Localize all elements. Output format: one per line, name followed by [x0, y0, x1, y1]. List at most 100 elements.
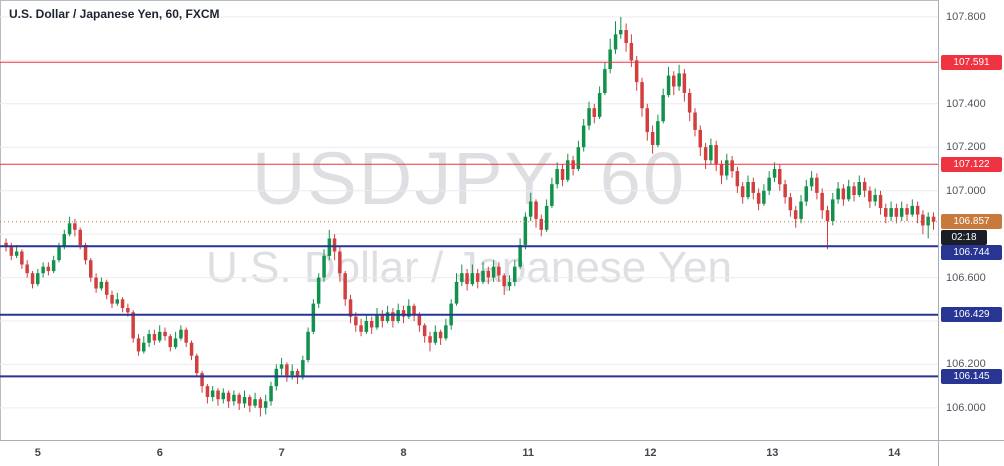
- symbol-legend-title[interactable]: U.S. Dollar / Japanese Yen, 60, FXCM: [9, 7, 220, 21]
- candle-body: [793, 210, 798, 219]
- candle-body: [778, 169, 782, 185]
- candle-body: [306, 331, 310, 360]
- candle-body: [157, 331, 162, 341]
- candle-body: [650, 132, 655, 145]
- candle-body: [735, 171, 740, 187]
- candle-body: [915, 205, 920, 215]
- candle-body: [343, 273, 347, 300]
- candle-body: [14, 251, 19, 256]
- axis-corner: [938, 440, 1004, 466]
- candle-body: [878, 195, 883, 208]
- candle-body: [544, 205, 549, 230]
- time-axis[interactable]: 5 6 7 8 11 12 13 14: [0, 440, 938, 466]
- time-axis-label: 14: [888, 447, 901, 459]
- time-axis-label: 6: [156, 447, 163, 459]
- candle-body: [475, 273, 480, 282]
- candle-body: [311, 303, 316, 332]
- candle-body: [921, 214, 925, 226]
- price-badge: 106.429: [941, 307, 1002, 323]
- candle-body: [263, 401, 268, 408]
- candle-body: [316, 277, 321, 304]
- candle-body: [481, 271, 485, 282]
- candle-body: [709, 145, 713, 161]
- candle-body: [142, 342, 146, 352]
- price-badge: 107.122: [941, 156, 1002, 172]
- candle-body: [629, 43, 634, 61]
- candle-body: [232, 394, 236, 402]
- candle-body: [380, 314, 385, 321]
- candle-body: [422, 325, 427, 337]
- time-axis-label: 7: [278, 447, 285, 459]
- price-tick-label: 107.800: [946, 10, 986, 23]
- candle-body: [645, 108, 649, 133]
- candle-body: [25, 264, 29, 274]
- candle-body: [762, 190, 766, 204]
- candle-body: [666, 75, 671, 96]
- candle-body: [841, 188, 846, 200]
- candle-body: [126, 308, 130, 313]
- price-tick-label: 107.400: [946, 97, 986, 110]
- candle-body: [359, 325, 363, 332]
- candle-body: [369, 321, 374, 328]
- candle-body: [51, 260, 56, 272]
- candle-body: [110, 294, 114, 304]
- candle-body: [868, 190, 872, 202]
- candle-body: [613, 34, 618, 50]
- candle-body: [301, 360, 305, 378]
- candle-body: [57, 247, 61, 261]
- candle-body: [73, 223, 77, 230]
- candle-body: [189, 342, 194, 356]
- candle-body: [772, 169, 777, 178]
- candlestick-chart-canvas[interactable]: [0, 0, 938, 440]
- candle-body: [322, 255, 326, 278]
- candle-body: [740, 186, 745, 198]
- price-tick-label: 107.000: [946, 184, 986, 197]
- candle-body: [656, 121, 660, 146]
- candle-body: [375, 314, 379, 328]
- candle-body: [581, 125, 586, 148]
- candle-body: [338, 251, 342, 274]
- candle-body: [836, 188, 840, 200]
- candle-body: [237, 394, 241, 404]
- candle-body: [788, 197, 793, 211]
- candle-body: [417, 314, 422, 326]
- time-axis-label: 8: [400, 447, 407, 459]
- candle-body: [115, 299, 119, 304]
- candle-body: [926, 216, 930, 226]
- candle-body: [889, 208, 893, 217]
- candle-body: [274, 368, 279, 387]
- candle-body: [730, 160, 734, 172]
- candle-body: [438, 331, 443, 339]
- candle-body: [884, 208, 888, 217]
- candle-body: [279, 364, 284, 369]
- candle-body: [354, 316, 358, 326]
- candle-body: [597, 93, 602, 117]
- price-axis[interactable]: 107.800 107.400 107.200 107.000 106.600 106.2…: [938, 0, 1004, 440]
- candle-body: [677, 73, 681, 87]
- candle-body: [295, 370, 300, 378]
- candle-body: [507, 281, 512, 287]
- chart-pane[interactable]: USDJPY 60 U.S. Dollar / Japanese Yen U.S…: [0, 0, 938, 440]
- price-badge: 106.857: [941, 214, 1002, 230]
- candle-body: [173, 338, 178, 348]
- candle-body: [719, 164, 724, 176]
- candle-body: [147, 334, 151, 343]
- candle-body: [756, 192, 761, 204]
- candle-body: [89, 260, 93, 278]
- candle-body: [603, 69, 607, 93]
- candle-body: [99, 281, 104, 289]
- candle-body: [41, 266, 45, 274]
- candle-body: [253, 399, 257, 406]
- candle-body: [767, 177, 771, 191]
- candle-body: [502, 275, 506, 287]
- candle-body: [36, 273, 40, 285]
- candle-body: [693, 112, 697, 130]
- candle-body: [809, 177, 814, 187]
- candle-body: [825, 210, 830, 222]
- candle-body: [136, 338, 141, 352]
- candle-body: [894, 208, 899, 217]
- price-tick-label: 107.200: [946, 141, 986, 154]
- candle-body: [226, 392, 231, 402]
- candle-body: [412, 305, 416, 315]
